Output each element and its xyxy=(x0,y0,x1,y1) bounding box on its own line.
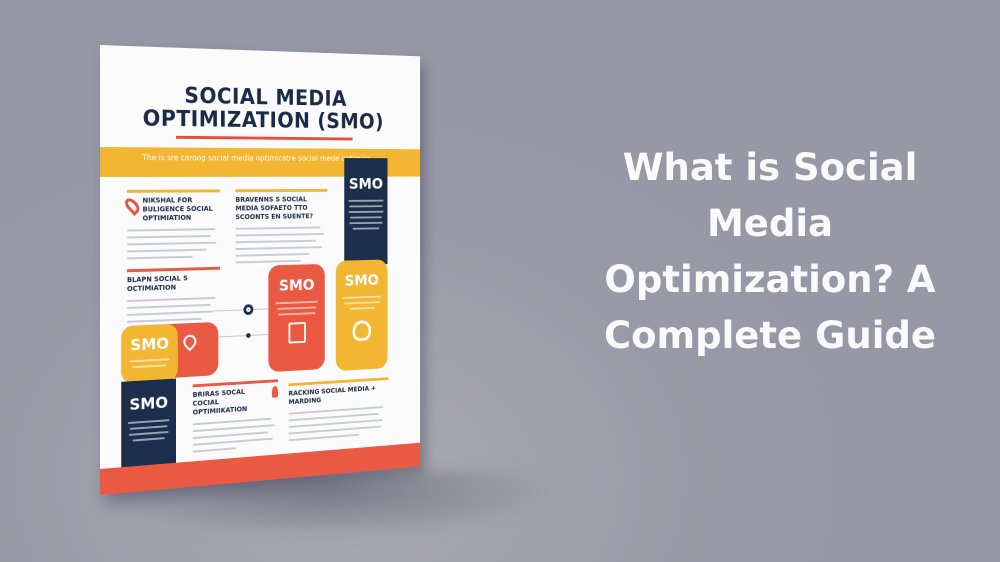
section-body-text xyxy=(126,228,220,260)
user-icon xyxy=(271,385,279,398)
section-1: Nikshal for Buligence Social Optimiation xyxy=(122,189,221,264)
poster-title: SOCIAL MEDIA OPTIMIZATION (SMO) xyxy=(100,83,420,135)
section-bar xyxy=(235,188,328,193)
section-body-text xyxy=(126,296,220,323)
smo-yellow-card: SMO xyxy=(335,259,388,372)
section-bar xyxy=(126,189,221,193)
panel-body-text xyxy=(121,419,176,443)
headline: What is Social Media Optimization? A Com… xyxy=(590,140,950,364)
section-body-text xyxy=(192,417,278,453)
section-bar xyxy=(126,266,221,273)
smo-orange-card: SMO xyxy=(268,263,325,373)
section-title: Blapn Social S Octimiation xyxy=(126,274,188,294)
card-body-text xyxy=(121,358,178,369)
dot-icon xyxy=(246,333,251,339)
section-title: Briras Socal Cocial Optimiikation xyxy=(192,387,248,417)
bell-icon xyxy=(352,320,372,342)
smo-label: SMO xyxy=(348,174,384,193)
smo-navy-bottom-panel: SMO xyxy=(121,378,176,472)
headline-line-1: What is Social xyxy=(622,146,918,189)
infographic-poster: SOCIAL MEDIA OPTIMIZATION (SMO) The is s… xyxy=(100,45,421,495)
section-4: Briras Socal Cocial Optimiikation xyxy=(192,379,279,457)
smo-yellow-left-card: SMO xyxy=(121,323,178,384)
headline-line-4: Complete Guide xyxy=(603,314,937,357)
location-pin-icon xyxy=(122,195,143,216)
section-3: Blapn Social S Octimiation xyxy=(126,266,221,328)
headline-line-2: Media xyxy=(706,202,834,245)
headline-line-3: Optimization? A xyxy=(604,258,936,301)
card-body-text xyxy=(336,295,388,310)
title-underline xyxy=(175,135,353,141)
smo-navy-panel: SMO xyxy=(344,158,388,266)
smo-label: SMO xyxy=(129,392,169,415)
section-title: Nikshal for Buligence Social Optimiation xyxy=(142,196,213,223)
poster-title-line2: OPTIMIZATION (SMO) xyxy=(142,106,384,135)
smo-label: SMO xyxy=(278,275,315,295)
section-title: Racking Social Media + Marding xyxy=(288,384,376,407)
location-pin-icon xyxy=(180,332,199,352)
section-2: Bravenns S Social Media Sofaeto Tto Scoo… xyxy=(235,188,328,268)
section-title: Bravenns S Social Media Sofaeto Tto Scoo… xyxy=(235,195,313,222)
document-edit-icon xyxy=(288,321,306,344)
section-5: Racking Social Media + Marding xyxy=(288,377,389,446)
card-body-text xyxy=(268,300,324,316)
target-icon xyxy=(243,304,254,316)
smo-label: SMO xyxy=(344,270,379,290)
section-body-text xyxy=(235,226,327,264)
panel-body-text xyxy=(344,199,387,230)
smo-label: SMO xyxy=(130,333,170,355)
section-body-text xyxy=(288,406,389,442)
